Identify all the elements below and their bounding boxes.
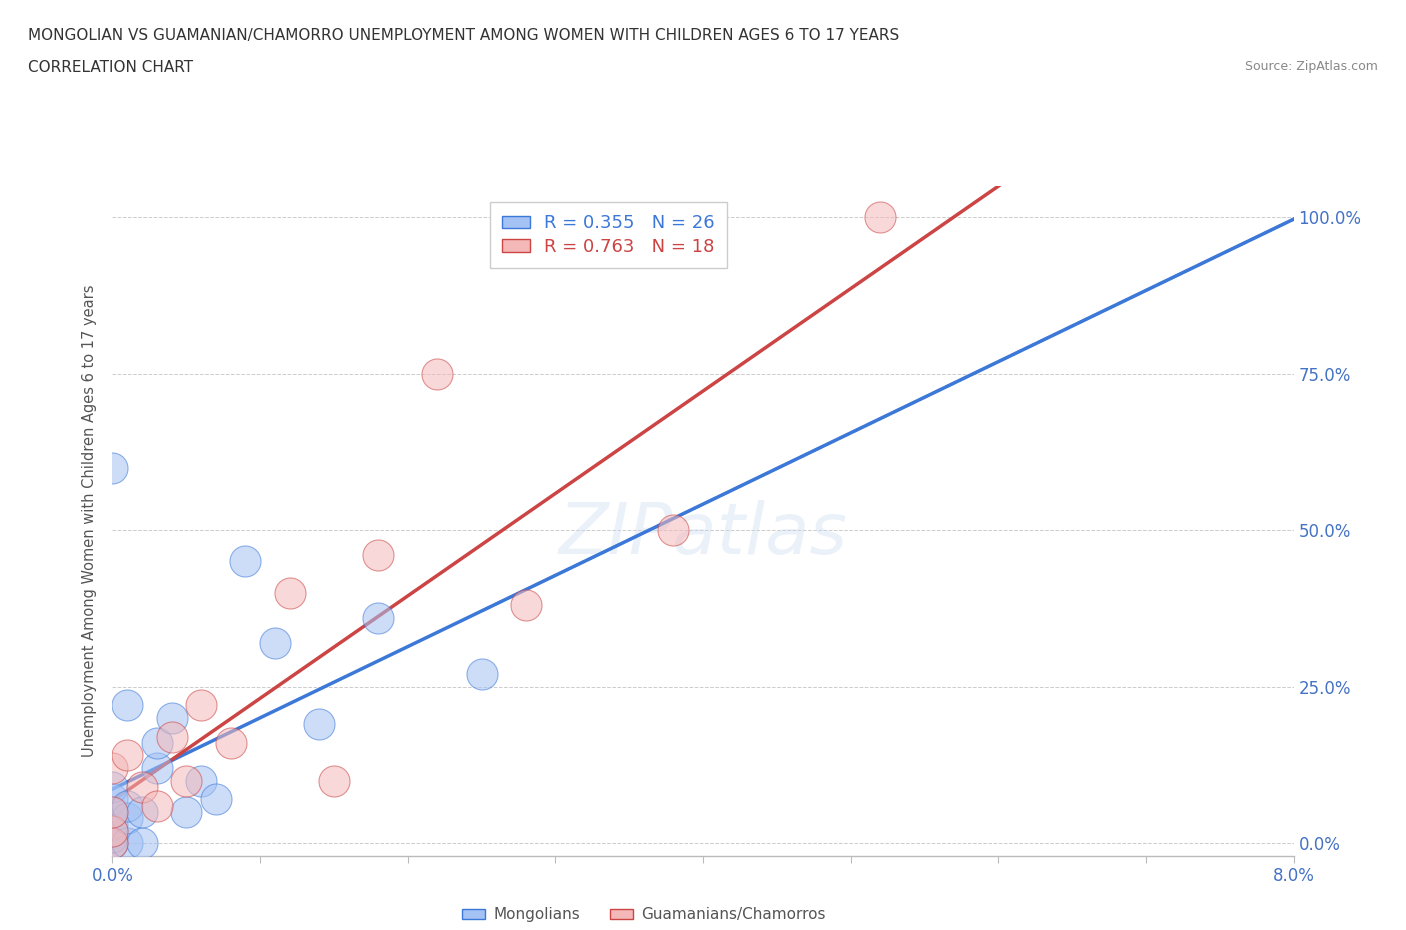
Point (117, 748, 138, 763)
Point (367, 548, 389, 563)
Point (101, 823, 124, 838)
Point (426, 366, 449, 381)
Point (101, 804, 124, 819)
Point (190, 698, 212, 713)
Point (101, 836, 124, 851)
Text: CORRELATION CHART: CORRELATION CHART (28, 60, 193, 75)
Point (101, 791, 124, 806)
Point (146, 736, 169, 751)
Point (146, 761, 169, 776)
Point (131, 779, 153, 794)
Point (323, 773, 346, 788)
Point (190, 773, 212, 788)
Point (101, 460, 124, 475)
Point (131, 804, 153, 819)
Point (471, 667, 494, 682)
Point (278, 585, 301, 600)
Y-axis label: Unemployment Among Women with Children Ages 6 to 17 years: Unemployment Among Women with Children A… (82, 285, 97, 757)
Legend: Mongolians, Guamanians/Chamorros: Mongolians, Guamanians/Chamorros (457, 901, 831, 928)
Point (233, 554, 256, 569)
Point (205, 791, 228, 806)
Point (174, 804, 197, 819)
Text: MONGOLIAN VS GUAMANIAN/CHAMORRO UNEMPLOYMENT AMONG WOMEN WITH CHILDREN AGES 6 TO: MONGOLIAN VS GUAMANIAN/CHAMORRO UNEMPLOY… (28, 28, 900, 43)
Point (117, 698, 138, 713)
Point (869, 210, 891, 225)
Point (117, 811, 138, 826)
Point (101, 836, 124, 851)
Text: Source: ZipAtlas.com: Source: ZipAtlas.com (1244, 60, 1378, 73)
Point (174, 773, 197, 788)
Point (131, 836, 153, 851)
Point (515, 598, 537, 613)
Point (662, 523, 685, 538)
Point (101, 836, 124, 851)
Point (117, 836, 138, 851)
Point (101, 823, 124, 838)
Point (367, 610, 389, 625)
Point (117, 798, 138, 813)
Point (160, 729, 183, 744)
Text: ZIPatlas: ZIPatlas (558, 499, 848, 568)
Point (101, 761, 124, 776)
Point (146, 798, 169, 813)
Point (219, 736, 242, 751)
Point (160, 711, 183, 725)
Point (308, 717, 330, 732)
Point (101, 830, 124, 844)
Point (101, 779, 124, 794)
Point (264, 635, 287, 650)
Point (101, 817, 124, 831)
Point (101, 804, 124, 819)
